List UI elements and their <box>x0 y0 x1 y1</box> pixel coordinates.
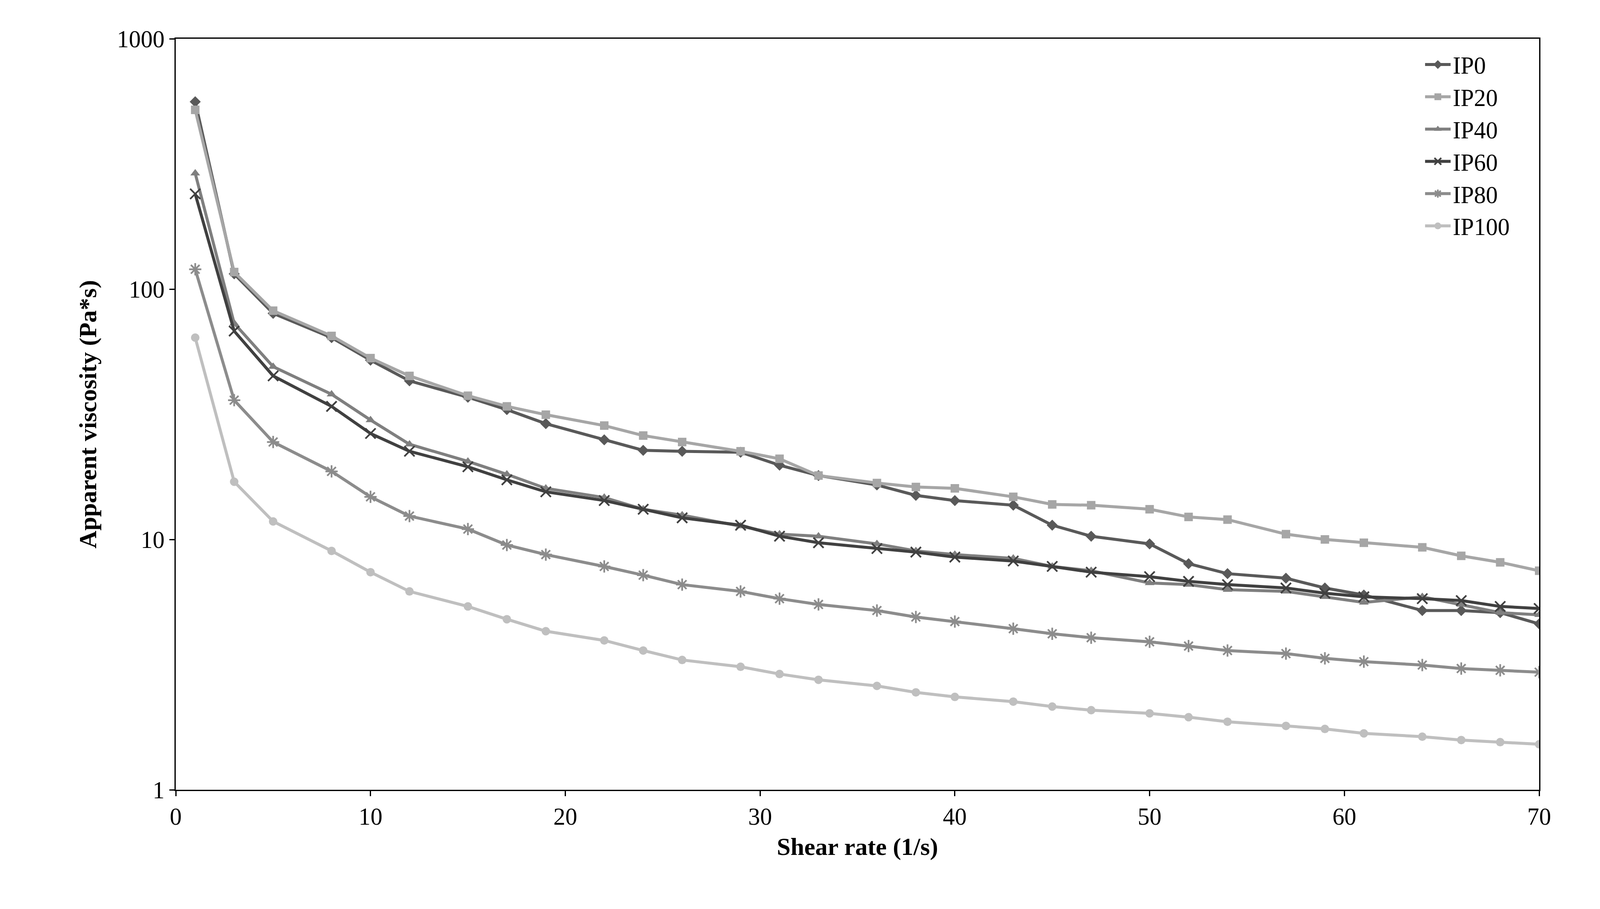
svg-text:1000: 1000 <box>117 25 165 53</box>
svg-text:IP60: IP60 <box>1452 149 1498 176</box>
svg-text:Shear rate (1/s): Shear rate (1/s) <box>776 832 938 860</box>
svg-text:1: 1 <box>152 776 165 803</box>
svg-text:0: 0 <box>169 802 182 830</box>
svg-text:10: 10 <box>358 802 383 830</box>
svg-text:100: 100 <box>128 276 165 303</box>
svg-text:40: 40 <box>942 802 967 830</box>
svg-text:Apparent viscosity (Pa*s): Apparent viscosity (Pa*s) <box>74 280 102 549</box>
svg-text:IP80: IP80 <box>1452 181 1498 209</box>
svg-text:60: 60 <box>1332 802 1357 830</box>
svg-text:IP0: IP0 <box>1452 52 1486 79</box>
svg-text:30: 30 <box>748 802 772 830</box>
svg-text:IP20: IP20 <box>1452 84 1498 112</box>
svg-text:10: 10 <box>140 526 165 553</box>
svg-text:IP100: IP100 <box>1452 213 1510 240</box>
svg-text:50: 50 <box>1137 802 1162 830</box>
svg-text:70: 70 <box>1527 802 1552 830</box>
svg-text:IP40: IP40 <box>1452 117 1498 144</box>
svg-text:20: 20 <box>553 802 578 830</box>
